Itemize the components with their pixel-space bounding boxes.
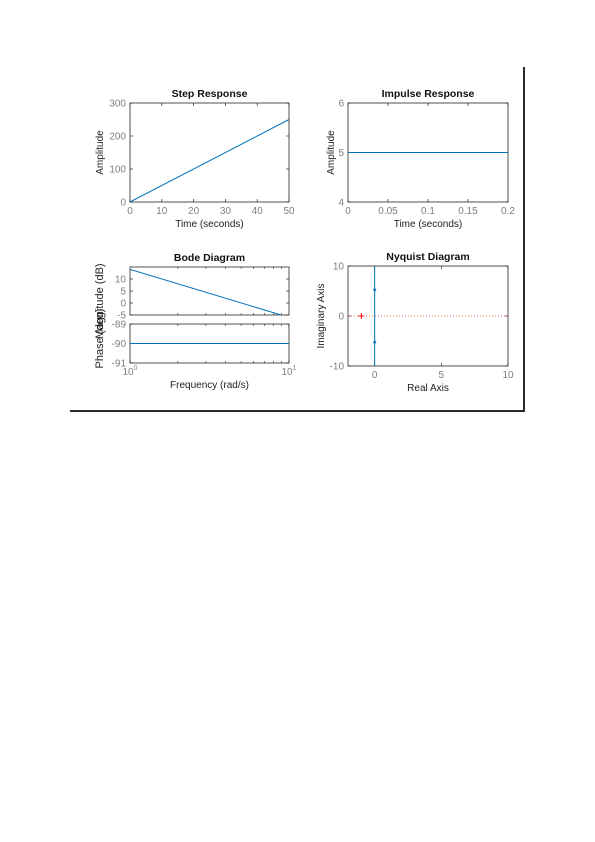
step-ytick-label: 100	[109, 165, 126, 176]
step-axes-box	[129, 102, 290, 203]
impulse-ytick-label: 5	[338, 148, 344, 159]
bode-phase-ylabel: Phase (deg)	[94, 309, 106, 369]
nyquist-direction-arrow	[372, 288, 377, 293]
impulse-xtick-label: 0.15	[458, 206, 478, 217]
nyquist-xtick-label: 5	[439, 370, 445, 381]
bode-phase-xtick-label: 100	[122, 365, 137, 378]
bode-mag-ytick-label: 0	[120, 299, 126, 310]
impulse-xtick-label: 0.2	[501, 206, 515, 217]
step-xtick-label: 0	[127, 206, 133, 217]
impulse-xtick-label: 0.05	[378, 206, 398, 217]
step-series-line	[130, 119, 289, 202]
impulse-ylabel: Amplitude	[326, 130, 337, 175]
impulse-xtick-label: 0	[345, 206, 351, 217]
impulse-ytick-label: 4	[338, 198, 344, 209]
bode-mag-ylabel: Magnitude (dB)	[94, 263, 106, 338]
step-xtick-label: 50	[283, 206, 295, 217]
impulse-title: Impulse Response	[382, 88, 475, 100]
nyquist-ylabel: Imaginary Axis	[316, 283, 327, 348]
bode-phase-ytick-label: -89	[112, 320, 127, 331]
bode-mag-axes-box	[129, 266, 290, 316]
nyquist-ytick-label: -10	[330, 362, 345, 373]
bode-phase-xlabel: Frequency (rad/s)	[170, 380, 249, 391]
step-title: Step Response	[172, 88, 248, 100]
bode-mag-ytick-label: 5	[120, 287, 126, 298]
bode-phase-ytick-label: -90	[112, 339, 127, 350]
bode-mag-series-line	[130, 268, 283, 315]
bode-mag-ytick-label: -5	[117, 311, 126, 322]
step-xlabel: Time (seconds)	[175, 219, 244, 230]
bode-mag-ytick-label: 10	[115, 275, 127, 286]
step-xtick-label: 10	[156, 206, 168, 217]
step-ytick-label: 200	[109, 132, 126, 143]
step-ytick-label: 0	[120, 198, 126, 209]
bode-phase-xtick-exp: 0	[134, 365, 138, 372]
nyquist-plot: 0 5 10 -10 0 10 Nyquist Diagram Real Axis Imagin…	[316, 251, 514, 394]
nyquist-ytick-label: 0	[338, 312, 344, 323]
bode-phase-xtick-exp: 1	[293, 365, 297, 372]
step-xtick-label: 20	[188, 206, 200, 217]
bode-phase-xtick-label: 101	[281, 365, 296, 378]
impulse-xlabel: Time (seconds)	[394, 219, 463, 230]
bode-phase-xtick-base: 10	[281, 367, 293, 378]
nyquist-direction-arrow	[372, 339, 377, 344]
step-plot: 0 10 20 30 40 50 0 100 200 300 Step Response Time (…	[95, 88, 295, 230]
nyquist-xtick-label: 10	[502, 370, 514, 381]
bode-phase-xtick-base: 10	[122, 367, 134, 378]
step-ylabel: Amplitude	[95, 130, 106, 175]
step-xtick-label: 40	[252, 206, 264, 217]
bode-mag-title: Bode Diagram	[174, 252, 245, 264]
nyquist-xtick-label: 0	[372, 370, 378, 381]
impulse-plot: 0 0.05 0.1 0.15 0.2 4 5 6 Impulse Response Time (…	[326, 88, 515, 230]
nyquist-xlabel: Real Axis	[407, 383, 449, 394]
step-xtick-label: 30	[220, 206, 232, 217]
impulse-xtick-label: 0.1	[421, 206, 435, 217]
bode-phase-ytick-label: -91	[112, 359, 127, 370]
figure-frame: 0 10 20 30 40 50 0 100 200 300 Step Response Time (…	[70, 67, 525, 412]
nyquist-title: Nyquist Diagram	[386, 251, 469, 263]
step-ytick-label: 300	[109, 99, 126, 110]
impulse-ytick-label: 6	[338, 99, 344, 110]
nyquist-ytick-label: 10	[333, 262, 345, 273]
